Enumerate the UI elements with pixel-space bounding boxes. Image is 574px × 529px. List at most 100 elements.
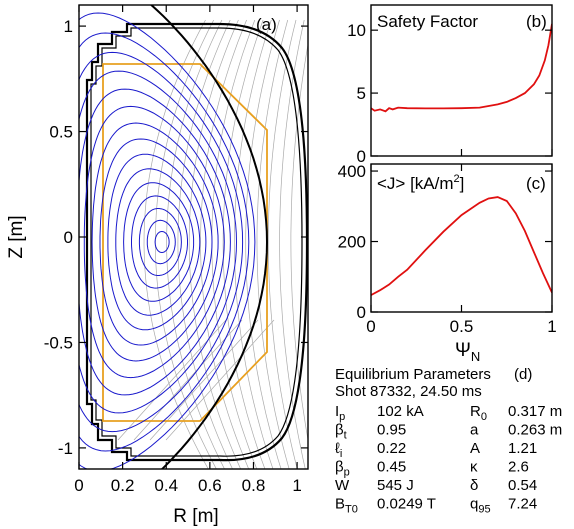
equilibrium-shot: Shot 87332, 24.50 ms — [335, 383, 482, 400]
panel-a-y-tick-label: -0.5 — [44, 333, 73, 352]
parameter-value: 1.21 — [508, 440, 537, 457]
vacuum-flux-line — [149, 319, 259, 441]
panel-b-y-tick-label: 10 — [347, 21, 366, 40]
flux-surface-contour — [115, 168, 201, 316]
parameter-symbol: βt — [335, 422, 347, 442]
limiter-boundary — [102, 63, 268, 422]
flux-surface-contour — [123, 182, 195, 302]
flux-surface-contour — [79, 12, 256, 469]
vacuum-flux-line — [267, 19, 298, 469]
parameter-symbol-main: I — [335, 403, 339, 420]
parameter-symbol: q95 — [470, 496, 491, 516]
parameter-value: 0.95 — [377, 422, 406, 439]
panel-a-x-ticks: 0 0.2 0.4 0.6 0.8 1 — [74, 5, 302, 495]
panel-a-x-tick-label: 0.6 — [198, 476, 222, 495]
parameter-symbol: W — [335, 477, 350, 494]
vacuum-flux-line — [165, 319, 275, 441]
panel-b-y-tick-label: 0 — [357, 147, 366, 166]
parameter-symbol: BT0 — [335, 496, 358, 516]
panel-a-y-tick-label: 0.5 — [49, 123, 73, 142]
panel-a-x-tick-label: 0.4 — [154, 476, 178, 495]
parameter-symbol: ℓi — [335, 440, 342, 460]
parameter-symbol-main: β — [335, 422, 344, 439]
safety-factor-series-line — [371, 23, 552, 113]
parameter-symbol-main: R — [470, 403, 481, 420]
parameter-symbol-main: W — [335, 477, 350, 494]
panel-a-y-ticks: 1 0.5 0 -0.5 -1 — [44, 17, 308, 458]
vacuum-flux-line — [234, 19, 274, 469]
vessel-wall — [85, 22, 308, 462]
panel-b-y-ticks: 10 5 0 — [347, 21, 553, 166]
panel-c-x-tick-label: 0 — [366, 317, 375, 336]
flux-surface-contour — [79, 70, 238, 414]
flux-surface-contour — [79, 51, 244, 433]
parameter-symbol-sub: t — [344, 430, 347, 442]
flux-surface-contour — [99, 138, 213, 346]
panel-c-title-sup: 2 — [454, 173, 460, 185]
parameter-symbol-main: ℓ — [335, 440, 340, 457]
parameter-value: 0.263 m — [508, 422, 562, 439]
vacuum-flux-line — [188, 19, 242, 469]
parameter-symbol-sub: i — [340, 448, 342, 460]
parameter-symbol-main: δ — [470, 477, 478, 494]
parameter-symbol-main: q — [470, 496, 478, 513]
panel-c-xlabel: ΨN — [455, 340, 480, 364]
panel-a-y-tick-label: 1 — [64, 17, 73, 36]
panel-c-x-ticks: 0 0.5 1 — [366, 164, 557, 336]
panel-a-tag: (a) — [256, 15, 277, 34]
equilibrium-parameter-table: Ip 102 kA R0 0.317 mβt 0.95 a 0.263 mℓi 0.22 A 1.… — [335, 403, 562, 516]
parameter-symbol: a — [470, 422, 479, 439]
parameter-symbol-sub: p — [339, 411, 345, 423]
panel-b-safety-factor: 10 5 0 Safety Factor (b) — [347, 4, 553, 166]
parameter-symbol-sub: 95 — [478, 504, 490, 516]
vacuum-flux-line — [222, 19, 266, 469]
flux-surface-contour — [154, 231, 170, 253]
parameter-symbol-main: κ — [470, 459, 478, 476]
panel-c-tag: (c) — [526, 174, 546, 193]
flux-surface-contour — [79, 88, 231, 396]
panel-b-y-tick-label: 5 — [357, 84, 366, 103]
parameter-symbol: δ — [470, 477, 478, 494]
panel-a-x-tick-label: 0.2 — [111, 476, 135, 495]
vacuum-flux-contours — [117, 19, 308, 469]
panel-c-y-tick-label: 0 — [357, 303, 366, 322]
flux-surface-contour — [146, 219, 176, 265]
panel-c-y-tick-label: 400 — [338, 162, 366, 181]
panel-c-title: <J> [kA/m2] — [377, 173, 464, 193]
vacuum-flux-line — [133, 319, 243, 441]
vacuum-flux-line — [143, 19, 209, 469]
vacuum-flux-line — [245, 19, 282, 469]
panel-c-title-end: ] — [460, 174, 465, 193]
panel-c-xlabel-sub: N — [471, 349, 480, 364]
flux-surface-contour — [131, 195, 188, 289]
parameter-symbol: βp — [335, 459, 350, 479]
parameter-value: 0.0249 T — [377, 496, 436, 513]
separatrix — [149, 5, 269, 469]
panel-a-ylabel: Z [m] — [6, 215, 27, 258]
panel-c-xlabel-main: Ψ — [455, 340, 471, 361]
panel-a-y-tick-label: -1 — [58, 439, 73, 458]
panel-a-y-tick-label: 0 — [64, 228, 73, 247]
panel-a-x-tick-label: 0 — [74, 476, 83, 495]
vacuum-flux-line — [290, 42, 308, 442]
panel-a-x-tick-label: 0.8 — [242, 476, 266, 495]
parameter-value: 0.22 — [377, 440, 406, 457]
panel-b-title: Safety Factor — [377, 12, 478, 31]
parameter-value: 0.54 — [508, 477, 537, 494]
flux-surface-contour — [107, 153, 207, 331]
panel-b-tag: (b) — [526, 12, 547, 31]
parameter-symbol: R0 — [470, 403, 487, 423]
parameter-symbol: Ip — [335, 403, 345, 423]
panel-c-y-ticks: 400 200 0 — [338, 162, 552, 322]
parameter-symbol-sub: T0 — [345, 504, 358, 516]
parameter-symbol-sub: 0 — [481, 411, 487, 423]
parameter-symbol-sub: p — [344, 467, 350, 479]
panel-c-x-tick-label: 1 — [547, 317, 556, 336]
vessel-wall-inner — [90, 27, 303, 457]
vacuum-flux-line — [166, 19, 225, 469]
parameter-symbol-main: A — [470, 440, 480, 457]
parameter-value: 102 kA — [377, 403, 424, 420]
equilibrium-title: Equilibrium Parameters — [335, 366, 491, 383]
